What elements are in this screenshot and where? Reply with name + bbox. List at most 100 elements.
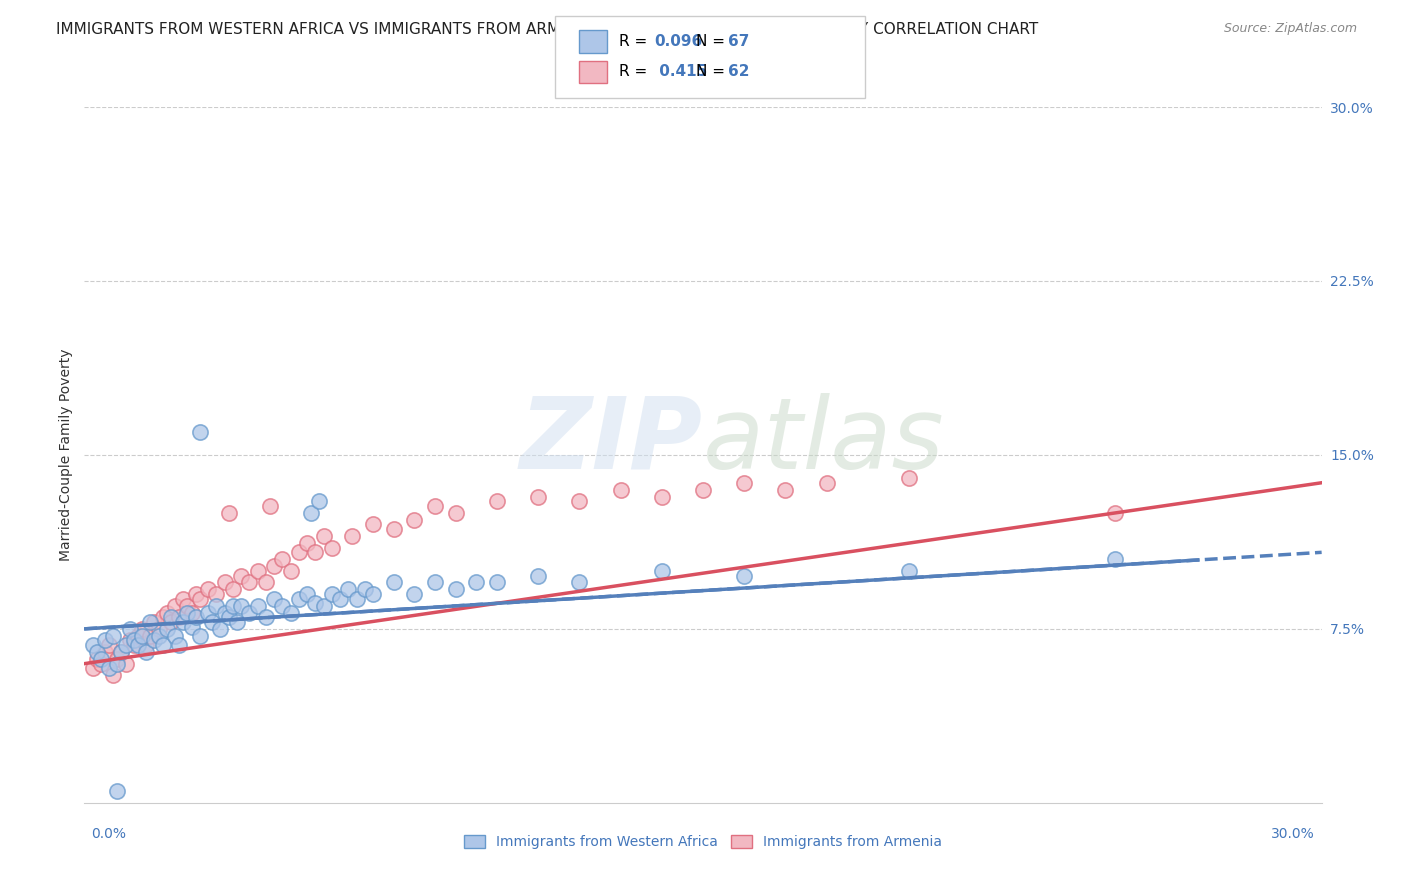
Point <box>143 633 166 648</box>
Point <box>103 629 125 643</box>
Point <box>127 638 149 652</box>
Point <box>156 606 179 620</box>
Point <box>165 599 187 613</box>
Point <box>188 425 211 439</box>
Point <box>527 490 550 504</box>
Point <box>114 657 136 671</box>
Point <box>180 619 202 633</box>
Point <box>229 599 252 613</box>
Point <box>201 615 224 629</box>
Point <box>288 591 311 606</box>
Point <box>214 606 236 620</box>
Point <box>304 596 326 610</box>
Point <box>692 483 714 497</box>
Point <box>651 564 673 578</box>
Text: IMMIGRANTS FROM WESTERN AFRICA VS IMMIGRANTS FROM ARMENIA MARRIED-COUPLE FAMILY : IMMIGRANTS FROM WESTERN AFRICA VS IMMIGR… <box>56 22 1039 37</box>
Point <box>304 545 326 559</box>
Point <box>110 645 132 659</box>
Point <box>214 575 236 590</box>
Point <box>898 564 921 578</box>
Legend: Immigrants from Western Africa, Immigrants from Armenia: Immigrants from Western Africa, Immigran… <box>458 830 948 855</box>
Text: 67: 67 <box>728 34 749 48</box>
Point <box>105 657 128 671</box>
Point <box>139 629 162 643</box>
Point <box>98 661 121 675</box>
Point <box>308 494 330 508</box>
Point <box>342 529 364 543</box>
Point <box>148 629 170 643</box>
Point <box>568 494 591 508</box>
Point <box>160 610 183 624</box>
Point <box>361 587 384 601</box>
Point <box>176 599 198 613</box>
Point <box>423 575 446 590</box>
Y-axis label: Married-Couple Family Poverty: Married-Couple Family Poverty <box>59 349 73 561</box>
Point <box>321 541 343 555</box>
Text: atlas: atlas <box>703 392 945 490</box>
Point <box>98 638 121 652</box>
Text: N =: N = <box>696 64 730 78</box>
Point <box>651 490 673 504</box>
Point <box>167 638 190 652</box>
Point <box>295 536 318 550</box>
Point <box>114 638 136 652</box>
Point <box>329 591 352 606</box>
Point <box>122 633 145 648</box>
Point <box>299 506 322 520</box>
Point <box>361 517 384 532</box>
Point <box>382 522 405 536</box>
Point <box>254 575 277 590</box>
Point <box>271 599 294 613</box>
Point <box>167 610 190 624</box>
Point <box>105 784 128 798</box>
Point <box>86 645 108 659</box>
Point <box>423 499 446 513</box>
Point <box>122 638 145 652</box>
Text: N =: N = <box>696 34 730 48</box>
Point <box>444 506 467 520</box>
Point <box>131 629 153 643</box>
Point <box>485 575 508 590</box>
Point <box>156 622 179 636</box>
Text: ZIP: ZIP <box>520 392 703 490</box>
Point <box>218 506 240 520</box>
Point <box>404 587 426 601</box>
Point <box>172 615 194 629</box>
Point <box>246 599 269 613</box>
Point <box>152 610 174 624</box>
Point <box>148 622 170 636</box>
Point <box>1104 506 1126 520</box>
Point <box>1104 552 1126 566</box>
Text: R =: R = <box>619 64 652 78</box>
Point <box>263 591 285 606</box>
Point <box>288 545 311 559</box>
Point <box>205 587 228 601</box>
Point <box>160 615 183 629</box>
Point <box>118 633 141 648</box>
Point <box>165 629 187 643</box>
Point <box>152 638 174 652</box>
Point <box>94 645 117 659</box>
Point <box>382 575 405 590</box>
Point <box>246 564 269 578</box>
Point <box>312 529 335 543</box>
Point <box>127 629 149 643</box>
Point <box>180 606 202 620</box>
Point <box>404 513 426 527</box>
Point <box>733 475 755 490</box>
Point <box>898 471 921 485</box>
Text: 62: 62 <box>728 64 749 78</box>
Point <box>226 615 249 629</box>
Point <box>444 582 467 597</box>
Point <box>485 494 508 508</box>
Point <box>82 638 104 652</box>
Point <box>229 568 252 582</box>
Point <box>184 610 207 624</box>
Point <box>172 591 194 606</box>
Point <box>131 622 153 636</box>
Point <box>568 575 591 590</box>
Point <box>353 582 375 597</box>
Point <box>135 645 157 659</box>
Point <box>271 552 294 566</box>
Text: 30.0%: 30.0% <box>1271 827 1315 841</box>
